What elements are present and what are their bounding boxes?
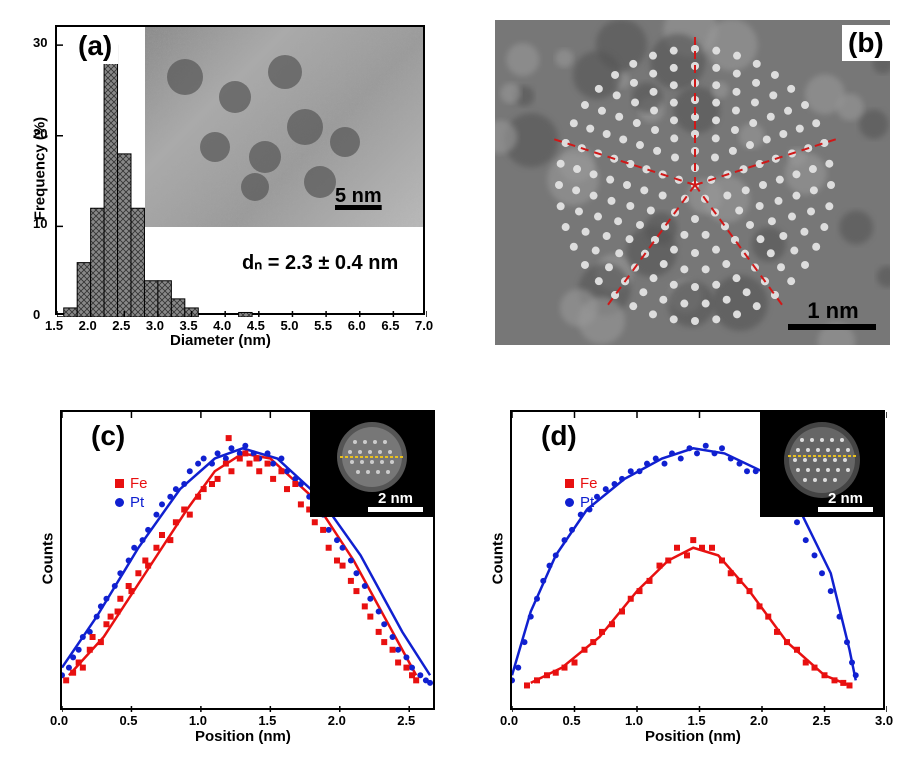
legend-pt-text: Pt <box>130 494 144 511</box>
panel-a-xlabel: Diameter (nm) <box>170 332 271 349</box>
legend-fe-d-text: Fe <box>580 475 598 492</box>
panel-b-image <box>495 20 890 345</box>
panel-d-ylabel: Counts <box>490 519 507 599</box>
panel-c-xlabel: Position (nm) <box>195 728 291 745</box>
panel-a-annotation: dₙ = 2.3 ± 0.4 nm <box>242 250 398 275</box>
panel-c-inset-scalebar-text: 2 nm <box>368 490 423 507</box>
panel-d-inset-scalebar: 2 nm <box>818 490 873 512</box>
panel-c-label: (c) <box>85 418 131 454</box>
legend-pt-d-text: Pt <box>580 494 594 511</box>
panel-c-legend: Fe Pt <box>115 475 148 513</box>
legend-pt-d: Pt <box>565 494 598 511</box>
legend-fe-text: Fe <box>130 475 148 492</box>
panel-c-inset-scalebar: 2 nm <box>368 490 423 512</box>
panel-a-inset-scalebar: 5 nm <box>335 185 382 208</box>
panel-a-scalebar-text: 5 nm <box>335 185 382 208</box>
panel-d-label: (d) <box>535 418 583 454</box>
panel-b-scalebar: 1 nm <box>788 298 878 330</box>
legend-fe: Fe <box>115 475 148 492</box>
legend-fe-d: Fe <box>565 475 598 492</box>
panel-b-label: (b) <box>842 25 890 61</box>
legend-pt: Pt <box>115 494 148 511</box>
panel-d-legend: Fe Pt <box>565 475 598 513</box>
panel-c-ylabel: Counts <box>40 519 57 599</box>
panel-d-xlabel: Position (nm) <box>645 728 741 745</box>
panel-b-scalebar-text: 1 nm <box>788 298 878 324</box>
panel-d-inset-scalebar-text: 2 nm <box>818 490 873 507</box>
panel-b <box>495 20 890 345</box>
panel-a-label: (a) <box>72 28 118 64</box>
